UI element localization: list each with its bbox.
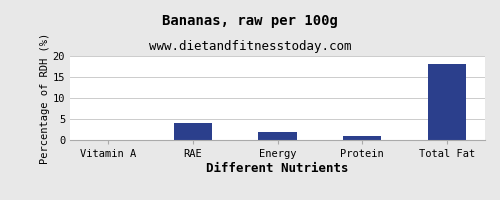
Text: www.dietandfitnesstoday.com: www.dietandfitnesstoday.com bbox=[149, 40, 351, 53]
Bar bbox=[343, 136, 382, 140]
Bar bbox=[428, 64, 466, 140]
Y-axis label: Percentage of RDH (%): Percentage of RDH (%) bbox=[40, 32, 50, 164]
Bar bbox=[174, 123, 212, 140]
Text: Bananas, raw per 100g: Bananas, raw per 100g bbox=[162, 14, 338, 28]
X-axis label: Different Nutrients: Different Nutrients bbox=[206, 162, 349, 175]
Bar bbox=[258, 132, 296, 140]
